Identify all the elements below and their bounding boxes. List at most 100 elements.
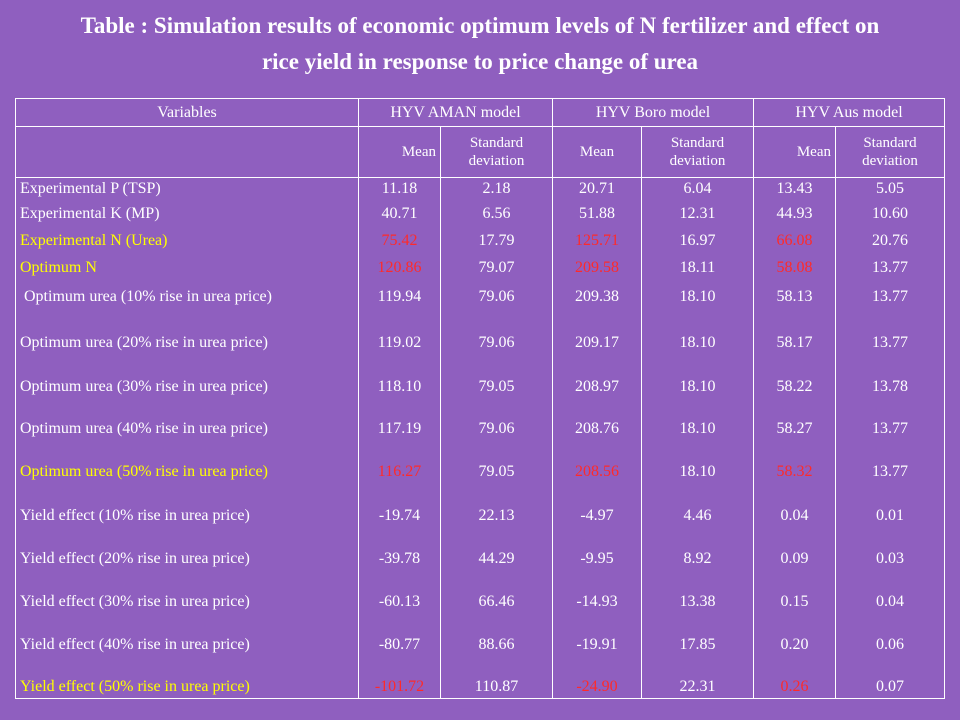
row-label: Experimental N (Urea) xyxy=(20,232,168,249)
cell-value: 6.56 xyxy=(482,205,511,222)
cell-value: -39.78 xyxy=(378,550,421,567)
header-aus-model: HYV Aus model xyxy=(752,98,946,127)
cell-value: 79.07 xyxy=(478,259,515,276)
cell-value: -24.90 xyxy=(576,678,618,695)
cell-value: 79.05 xyxy=(478,463,515,480)
cell-value: 17.79 xyxy=(478,232,515,249)
cell-value: 22.13 xyxy=(478,507,515,524)
cell-value: 13.77 xyxy=(872,259,908,276)
cell-value: 5.05 xyxy=(876,180,904,197)
cell-value: 51.88 xyxy=(579,205,615,222)
row-label: Experimental K (MP) xyxy=(20,205,160,222)
cell-value: 16.97 xyxy=(679,232,716,249)
cell-value: 125.71 xyxy=(575,232,619,249)
cell-value: 20.76 xyxy=(872,232,908,249)
cell-value: -19.74 xyxy=(378,507,421,524)
cell-value: 66.46 xyxy=(478,593,515,610)
cell-value: -14.93 xyxy=(576,593,618,610)
sd-line-2: deviation xyxy=(669,153,726,169)
cell-value: 18.10 xyxy=(679,463,716,480)
cell-value: 40.71 xyxy=(381,205,418,222)
cell-value: 58.27 xyxy=(776,420,813,437)
header-variables: Variables xyxy=(15,98,359,127)
cell-value: 119.94 xyxy=(377,288,422,305)
cell-value: 13.38 xyxy=(679,593,716,610)
cell-value: 6.04 xyxy=(683,180,712,197)
cell-value: 58.22 xyxy=(776,378,813,395)
cell-value: 20.71 xyxy=(579,180,615,197)
cell-value: -19.91 xyxy=(576,636,618,653)
cell-value: 208.97 xyxy=(575,378,619,395)
cell-value: 118.10 xyxy=(377,378,422,395)
cell-value: 0.03 xyxy=(876,550,904,567)
sd-line-1: Standard xyxy=(469,135,524,151)
cell-value: 208.76 xyxy=(575,420,619,437)
cell-value: -9.95 xyxy=(580,550,614,567)
cell-value: 22.31 xyxy=(679,678,716,695)
cell-value: 0.15 xyxy=(780,593,809,610)
cell-value: 18.10 xyxy=(679,420,716,437)
row-label: Yield effect (40% rise in urea price) xyxy=(20,636,250,653)
sd-line-1: Standard xyxy=(863,135,917,151)
cell-value: 208.56 xyxy=(575,463,619,480)
cell-value: 13.43 xyxy=(776,180,813,197)
cell-value: 58.32 xyxy=(776,463,813,480)
row-label: Optimum urea (40% rise in urea price) xyxy=(20,420,268,437)
aus-mean-column: 13.43 44.93 66.08 58.08 58.13 58.17 58.22 58.27… xyxy=(753,177,836,699)
title-line-1: Table : Simulation results of economic o… xyxy=(80,13,880,38)
cell-value: 209.17 xyxy=(575,334,619,351)
sd-line-2: deviation xyxy=(468,153,525,169)
row-label: Optimum urea (30% rise in urea price) xyxy=(20,378,268,395)
variables-column: Experimental P (TSP) Experimental K (MP) E… xyxy=(15,177,359,699)
boro-mean-column: 20.71 51.88 125.71 209.58 209.38 209.17 208.97… xyxy=(552,177,642,699)
header-aus-mean: Mean xyxy=(753,126,836,178)
cell-value: 13.77 xyxy=(872,420,908,437)
cell-value: 116.27 xyxy=(377,463,422,480)
cell-value: 0.26 xyxy=(780,678,809,695)
cell-value: 0.04 xyxy=(780,507,809,524)
cell-value: 110.87 xyxy=(474,678,519,695)
cell-value: 209.38 xyxy=(575,288,619,305)
cell-value: 13.77 xyxy=(872,463,908,480)
cell-value: 13.78 xyxy=(872,378,908,395)
row-label: Yield effect (20% rise in urea price) xyxy=(20,550,250,567)
row-label: Optimum urea (50% rise in urea price) xyxy=(20,463,268,480)
cell-value: 0.06 xyxy=(876,636,904,653)
cell-value: 18.10 xyxy=(679,378,716,395)
cell-value: -4.97 xyxy=(580,507,614,524)
row-label: Yield effect (50% rise in urea price) xyxy=(20,678,250,695)
cell-value: 79.06 xyxy=(478,420,515,437)
cell-value: 44.93 xyxy=(776,205,813,222)
cell-value: -60.13 xyxy=(378,593,421,610)
cell-value: -101.72 xyxy=(374,678,425,695)
cell-value: 0.01 xyxy=(876,507,904,524)
cell-value: 17.85 xyxy=(679,636,716,653)
results-table: Variables HYV AMAN model HYV Boro model … xyxy=(15,98,946,699)
cell-value: 117.19 xyxy=(377,420,422,437)
header-row-stats: Mean Standard deviation Mean Standard devi… xyxy=(15,126,946,178)
sd-line-1: Standard xyxy=(670,135,725,151)
cell-value: 8.92 xyxy=(683,550,712,567)
cell-value: 79.06 xyxy=(478,288,515,305)
cell-value: 79.06 xyxy=(478,334,515,351)
row-label: Yield effect (10% rise in urea price) xyxy=(20,507,250,524)
header-row-models: Variables HYV AMAN model HYV Boro model … xyxy=(15,98,946,127)
cell-value: 2.18 xyxy=(482,180,511,197)
cell-value: 0.20 xyxy=(780,636,809,653)
row-label: Optimum N xyxy=(20,259,97,276)
sd-line-2: deviation xyxy=(862,153,918,169)
row-label: Yield effect (30% rise in urea price) xyxy=(20,593,250,610)
row-label: Optimum urea (10% rise in urea price) xyxy=(24,288,272,305)
cell-value: 79.05 xyxy=(478,378,515,395)
row-label: Optimum urea (20% rise in urea price) xyxy=(20,334,268,351)
cell-value: 18.11 xyxy=(679,259,716,276)
cell-value: 18.10 xyxy=(679,334,716,351)
cell-value: 13.77 xyxy=(872,288,908,305)
aman-sd-column: 2.18 6.56 17.79 79.07 79.06 79.06 79.05 79.06 79… xyxy=(440,177,553,699)
body-row: Experimental P (TSP) Experimental K (MP) E… xyxy=(15,177,946,699)
header-aman-sd: Standard deviation xyxy=(440,126,553,178)
cell-value: 66.08 xyxy=(776,232,813,249)
cell-value: 4.46 xyxy=(683,507,712,524)
title-line-2: rice yield in response to price change o… xyxy=(261,49,699,74)
cell-value: -80.77 xyxy=(378,636,421,653)
